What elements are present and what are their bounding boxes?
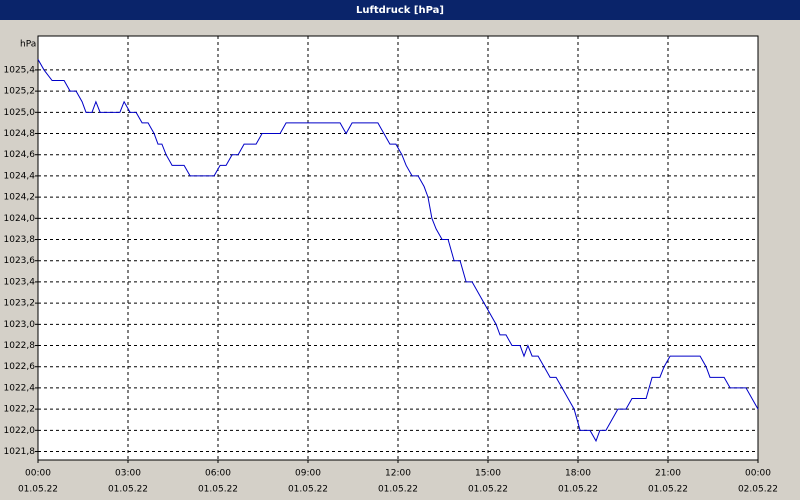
x-tick-date: 01.05.22 [18, 485, 58, 495]
y-tick-label: 1022,8 [4, 341, 36, 351]
x-tick-label: 21:00 [655, 469, 681, 479]
y-axis-label: hPa [20, 40, 36, 50]
x-tick-date: 01.05.22 [108, 485, 148, 495]
y-tick-label: 1022,2 [4, 405, 36, 415]
y-tick-label: 1023,2 [4, 299, 36, 309]
x-tick-date: 01.05.22 [288, 485, 328, 495]
y-tick-label: 1024,0 [4, 214, 36, 224]
y-tick-label: 1021,8 [4, 447, 36, 457]
x-tick-date: 02.05.22 [738, 485, 778, 495]
y-tick-label: 1023,8 [4, 235, 36, 245]
x-tick-date: 01.05.22 [198, 485, 238, 495]
x-tick-label: 15:00 [475, 469, 501, 479]
data-line [37, 59, 759, 443]
x-tick-date: 01.05.22 [468, 485, 508, 495]
x-tick-label: 06:00 [205, 469, 231, 479]
y-tick-label: 1024,4 [4, 171, 36, 181]
y-tick-label: 1024,2 [4, 193, 36, 203]
title-bar [0, 0, 800, 20]
x-tick-date: 01.05.22 [648, 485, 688, 495]
x-tick-date: 01.05.22 [558, 485, 598, 495]
chart-title: Luftdruck [hPa] [356, 5, 444, 16]
x-tick-label: 00:00 [25, 469, 51, 479]
y-tick-label: 1025,0 [4, 108, 36, 118]
x-tick-label: 18:00 [565, 469, 591, 479]
y-tick-label: 1025,4 [4, 65, 36, 75]
x-tick-date: 01.05.22 [378, 485, 418, 495]
x-tick-label: 09:00 [295, 469, 321, 479]
x-tick-label: 03:00 [115, 469, 141, 479]
y-tick-label: 1025,2 [4, 87, 36, 97]
y-tick-label: 1024,8 [4, 129, 36, 139]
y-tick-label: 1022,6 [4, 362, 36, 372]
x-tick-label: 12:00 [385, 469, 411, 479]
y-tick-label: 1023,4 [4, 277, 36, 287]
x-tick-label: 00:00 [745, 469, 771, 479]
y-tick-label: 1022,0 [4, 426, 36, 436]
y-tick-label: 1022,4 [4, 383, 36, 393]
y-tick-label: 1023,0 [4, 320, 36, 330]
y-tick-label: 1023,6 [4, 256, 36, 266]
y-tick-label: 1024,6 [4, 150, 36, 160]
